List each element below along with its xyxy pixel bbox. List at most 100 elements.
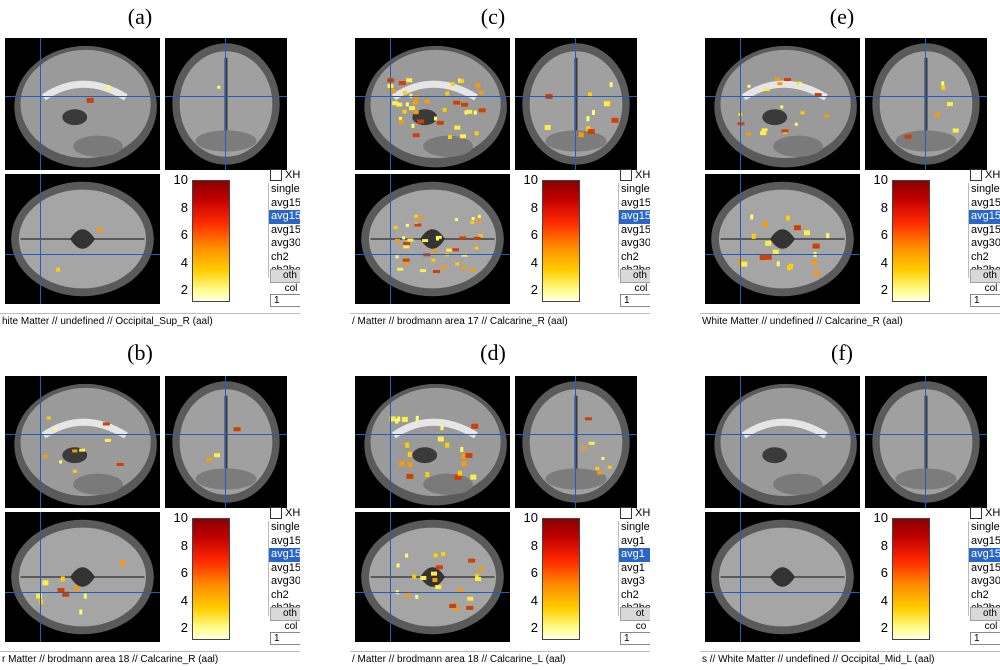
other-button[interactable]: oth: [270, 269, 300, 283]
template-list-item[interactable]: avg30: [271, 237, 300, 249]
color-index-input[interactable]: 1: [970, 294, 1000, 307]
color-index-input[interactable]: 1: [270, 294, 300, 307]
coronal-view[interactable]: [515, 38, 637, 170]
xh-checkbox[interactable]: XH: [270, 507, 300, 519]
template-list-item[interactable]: avg1: [621, 534, 645, 547]
colorbar-tick: 6: [530, 227, 538, 242]
template-list-item[interactable]: avg30: [621, 237, 650, 249]
other-button[interactable]: ot: [620, 607, 650, 621]
template-list-item[interactable]: ch2: [971, 588, 989, 601]
template-list-item[interactable]: single: [621, 183, 650, 195]
axial-view[interactable]: [705, 174, 860, 304]
checkbox-icon[interactable]: [270, 507, 282, 519]
other-button[interactable]: oth: [270, 607, 300, 621]
color-index-input[interactable]: 1: [970, 632, 1000, 645]
template-list-item[interactable]: avg15: [269, 548, 300, 562]
template-list-item[interactable]: avg3: [621, 575, 645, 587]
crosshair-vertical: [925, 376, 926, 508]
template-list-item[interactable]: avg15: [621, 223, 650, 236]
template-list-item[interactable]: avg30: [971, 575, 1000, 587]
sagittal-view[interactable]: [705, 376, 860, 508]
axial-view[interactable]: [705, 512, 860, 642]
template-list-item[interactable]: ch2: [271, 588, 289, 601]
xh-checkbox[interactable]: XH: [970, 169, 1000, 181]
template-list-item[interactable]: avg15: [269, 210, 300, 224]
coronal-view[interactable]: [165, 376, 287, 508]
axial-view[interactable]: [5, 512, 160, 642]
template-list-item[interactable]: avg15: [271, 223, 300, 236]
sagittal-view[interactable]: [355, 376, 510, 508]
template-list-item[interactable]: avg15: [271, 534, 300, 547]
colorbar-tick: 10: [173, 172, 188, 187]
other-button[interactable]: oth: [970, 607, 1000, 621]
checkbox-icon[interactable]: [970, 169, 982, 181]
template-list-item[interactable]: avg15: [619, 210, 650, 224]
colorbar-tick: 4: [880, 593, 888, 608]
checkbox-icon[interactable]: [620, 169, 632, 181]
checkbox-icon[interactable]: [620, 507, 632, 519]
crosshair-horizontal: [865, 434, 987, 435]
sagittal-view[interactable]: [5, 376, 160, 508]
sagittal-view[interactable]: [705, 38, 860, 170]
xh-checkbox[interactable]: XH: [270, 169, 300, 181]
checkbox-icon[interactable]: [970, 507, 982, 519]
colorbar-tick: 2: [880, 282, 888, 297]
template-list-item[interactable]: avg30: [271, 575, 300, 587]
template-list[interactable]: singleavg15avg15avg15avg30ch2ch2be: [268, 183, 300, 278]
axial-view[interactable]: [355, 174, 510, 304]
template-list-item[interactable]: avg15: [971, 223, 1000, 236]
crosshair-horizontal: [355, 434, 510, 435]
coronal-view[interactable]: [515, 376, 637, 508]
color-label: col: [634, 283, 648, 294]
xh-checkbox[interactable]: XH: [970, 507, 1000, 519]
template-list-item[interactable]: ch2: [271, 250, 289, 263]
xh-checkbox[interactable]: XH: [620, 507, 650, 519]
coronal-view[interactable]: [865, 376, 987, 508]
coronal-view[interactable]: [865, 38, 987, 170]
template-list-item[interactable]: avg1: [621, 561, 645, 574]
colorbar-tick: 2: [180, 282, 188, 297]
sagittal-view[interactable]: [5, 38, 160, 170]
crosshair-vertical: [390, 512, 391, 642]
axial-view[interactable]: [5, 174, 160, 304]
template-list-item[interactable]: avg15: [271, 196, 300, 209]
colorbar-tick: 2: [530, 620, 538, 635]
template-list[interactable]: singleavg15avg15avg15avg30ch2ch2be: [968, 521, 1000, 616]
other-button[interactable]: oth: [620, 269, 650, 283]
xh-checkbox[interactable]: XH: [620, 169, 650, 181]
template-list-item[interactable]: avg15: [969, 210, 1000, 224]
xh-label: XH: [985, 507, 1000, 519]
colorbar-tick: 6: [880, 565, 888, 580]
sagittal-view[interactable]: [355, 38, 510, 170]
template-list-item[interactable]: avg15: [971, 534, 1000, 547]
colorbar-tick: 8: [530, 538, 538, 553]
template-list-item[interactable]: avg15: [971, 561, 1000, 574]
checkbox-icon[interactable]: [270, 169, 282, 181]
template-list-item[interactable]: ch2: [621, 250, 639, 263]
template-list-item[interactable]: single: [971, 521, 1000, 533]
template-list-item[interactable]: avg15: [621, 196, 650, 209]
crosshair-vertical: [40, 174, 41, 304]
template-list[interactable]: singleavg1avg1avg1avg3ch2ch2be: [618, 521, 650, 616]
template-list-item[interactable]: single: [621, 521, 650, 533]
color-index-input[interactable]: 1: [620, 632, 650, 645]
template-list-item[interactable]: avg1: [619, 548, 650, 562]
template-list-item[interactable]: avg15: [971, 196, 1000, 209]
xh-label: XH: [635, 507, 650, 519]
template-list-item[interactable]: avg15: [271, 561, 300, 574]
color-index-input[interactable]: 1: [620, 294, 650, 307]
template-list[interactable]: singleavg15avg15avg15avg30ch2ch2be: [968, 183, 1000, 278]
template-list-item[interactable]: ch2: [621, 588, 639, 601]
template-list-item[interactable]: ch2: [971, 250, 989, 263]
template-list-item[interactable]: avg30: [971, 237, 1000, 249]
template-list[interactable]: singleavg15avg15avg15avg30ch2ch2be: [268, 521, 300, 616]
template-list-item[interactable]: single: [271, 183, 300, 195]
template-list-item[interactable]: avg15: [969, 548, 1000, 562]
other-button[interactable]: oth: [970, 269, 1000, 283]
coronal-view[interactable]: [165, 38, 287, 170]
axial-view[interactable]: [355, 512, 510, 642]
template-list[interactable]: singleavg15avg15avg15avg30ch2ch2be: [618, 183, 650, 278]
color-index-input[interactable]: 1: [270, 632, 300, 645]
template-list-item[interactable]: single: [271, 521, 300, 533]
template-list-item[interactable]: single: [971, 183, 1000, 195]
